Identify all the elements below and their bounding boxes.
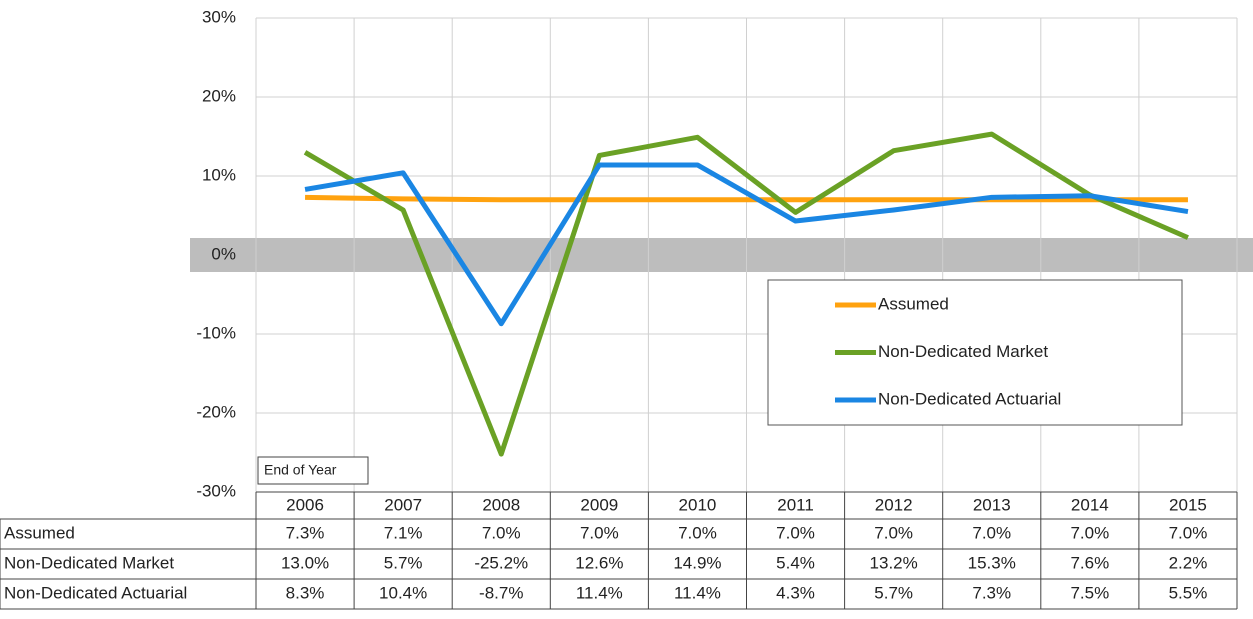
x-tick-label: 2012 [875, 495, 913, 514]
table-row-label: Non-Dedicated Market [4, 553, 174, 572]
table-value: 7.0% [1070, 523, 1109, 542]
x-tick-label: 2008 [482, 495, 520, 514]
table-value: 13.0% [281, 553, 329, 572]
table-value: 7.0% [1169, 523, 1208, 542]
table-value: 10.4% [379, 583, 427, 602]
table-value: 2.2% [1169, 553, 1208, 572]
x-axis-label: End of Year [264, 462, 337, 478]
table-value: 7.0% [482, 523, 521, 542]
table-value: 14.9% [673, 553, 721, 572]
table-value: 5.5% [1169, 583, 1208, 602]
table-value: 5.7% [874, 583, 913, 602]
table-row-label: Assumed [4, 523, 75, 542]
series-line [303, 131, 1189, 457]
table-value: 13.2% [870, 553, 918, 572]
table-value: 7.1% [384, 523, 423, 542]
table-value: 7.0% [678, 523, 717, 542]
x-axis-label-box [257, 456, 369, 485]
table-value: 7.0% [972, 523, 1011, 542]
table-value: 7.3% [286, 523, 325, 542]
table-value: 7.0% [776, 523, 815, 542]
series-line [304, 162, 1189, 327]
table-value: 12.6% [575, 553, 623, 572]
table-value: 5.7% [384, 553, 423, 572]
table-row-label: Non-Dedicated Actuarial [4, 583, 187, 602]
x-tick-label: 2006 [286, 495, 324, 514]
table-value: 11.4% [674, 583, 721, 602]
x-tick-label: 2007 [384, 495, 422, 514]
y-tick-label: 30% [202, 7, 236, 26]
table-value: 7.3% [972, 583, 1011, 602]
legend-label: Non-Dedicated Actuarial [878, 389, 1061, 408]
x-tick-label: 2009 [580, 495, 618, 514]
table-value: 7.0% [874, 523, 913, 542]
y-tick-label: 0% [211, 244, 236, 263]
zero-band [190, 238, 1253, 272]
x-tick-label: 2015 [1169, 495, 1207, 514]
y-tick-label: -30% [196, 481, 236, 500]
x-tick-label: 2013 [973, 495, 1011, 514]
table-value: 8.3% [286, 583, 325, 602]
x-tick-label: 2010 [679, 495, 717, 514]
legend-label: Assumed [878, 294, 949, 313]
table-value: 5.4% [776, 553, 815, 572]
y-tick-label: 10% [202, 165, 236, 184]
x-tick-label: 2011 [777, 495, 814, 514]
y-tick-label: -10% [196, 323, 236, 342]
y-tick-label: -20% [196, 402, 236, 421]
table-value: 7.6% [1070, 553, 1109, 572]
series-line [305, 194, 1188, 203]
legend-label: Non-Dedicated Market [878, 342, 1048, 361]
table-value: 7.0% [580, 523, 619, 542]
y-tick-label: 20% [202, 86, 236, 105]
table-value: 4.3% [776, 583, 815, 602]
table-value: 7.5% [1070, 583, 1109, 602]
table-value: -8.7% [479, 583, 523, 602]
x-tick-label: 2014 [1071, 495, 1109, 514]
table-value: -25.2% [474, 553, 528, 572]
table-value: 11.4% [576, 583, 623, 602]
table-value: 15.3% [968, 553, 1016, 572]
